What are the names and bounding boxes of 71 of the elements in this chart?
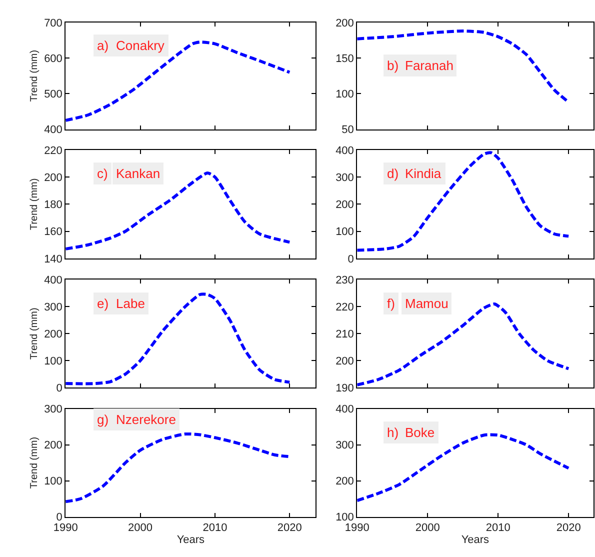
y-tick-label: 600 (44, 52, 62, 65)
x-tick-label: 1990 (344, 522, 370, 534)
y-tick-label: 0 (56, 382, 62, 394)
y-tick-label: 200 (44, 328, 62, 340)
y-tick-label: 300 (44, 404, 62, 416)
y-tick-label: 140 (44, 253, 62, 266)
annotation: Boke (405, 425, 435, 440)
annotation: Conakry (116, 38, 165, 53)
y-tick-label: 0 (348, 253, 354, 266)
x-tick-label: 2010 (486, 522, 510, 534)
y-tick-label: 160 (44, 226, 62, 238)
annotation: e) (97, 296, 109, 311)
y-tick-label: 210 (336, 328, 354, 340)
y-tick-label: 100 (336, 226, 354, 238)
y-tick-label: 150 (336, 52, 354, 65)
x-axis-title: Years (176, 534, 206, 546)
y-tick-label: 300 (44, 302, 62, 314)
y-tick-label: 190 (336, 382, 354, 394)
y-tick-label: 500 (44, 88, 62, 100)
line-series (66, 40, 292, 122)
x-tick-label: 2000 (128, 522, 153, 534)
line-series (66, 292, 292, 386)
annotation: Labe (116, 296, 145, 311)
annotation: b) (387, 58, 399, 73)
y-tick-label: 100 (44, 476, 62, 488)
x-tick-label: 2020 (277, 522, 302, 534)
y-axis-title: Trend (mm) (29, 50, 40, 102)
y-tick-label: 200 (44, 172, 62, 184)
y-axis-title: Trend (mm) (29, 436, 40, 489)
annotation: g) (97, 412, 109, 427)
y-tick-label: 200 (336, 476, 354, 488)
y-tick-label: 400 (44, 124, 62, 136)
line-series (357, 29, 570, 104)
y-tick-label: 200 (336, 199, 354, 212)
y-tick-label: 180 (44, 199, 62, 212)
y-tick-label: 400 (44, 274, 62, 287)
y-tick-label: 50 (342, 124, 354, 136)
annotation: d) (387, 166, 399, 181)
y-axis-title: Trend (mm) (29, 308, 40, 360)
annotation: Nzerekore (116, 412, 176, 427)
x-tick-label: 2000 (415, 522, 440, 534)
y-tick-label: 220 (336, 302, 354, 314)
y-tick-label: 200 (336, 17, 354, 30)
x-tick-label: 2020 (556, 522, 581, 534)
y-tick-label: 400 (336, 404, 354, 416)
y-tick-label: 700 (44, 17, 62, 30)
y-tick-label: 220 (44, 144, 62, 157)
annotation: Kindia (405, 166, 442, 181)
y-tick-label: 200 (44, 440, 62, 452)
x-tick-label: 1990 (53, 522, 78, 534)
y-tick-label: 100 (336, 512, 354, 524)
x-axis-title: Years (461, 534, 490, 546)
annotation: c) (97, 166, 108, 181)
y-tick-label: 230 (336, 274, 354, 287)
y-tick-label: 400 (336, 144, 354, 157)
y-tick-label: 100 (44, 355, 62, 368)
annotation: a) (97, 38, 109, 53)
y-tick-label: 100 (336, 88, 354, 100)
x-tick-label: 2010 (202, 522, 228, 534)
line-series (357, 151, 570, 252)
annotation: Faranah (405, 58, 454, 73)
y-axis-title: Trend (mm) (29, 178, 40, 230)
y-tick-label: 300 (336, 440, 354, 452)
y-tick-label: 200 (336, 355, 354, 368)
annotation: Kankan (116, 166, 160, 181)
annotation: Mamou (405, 296, 448, 311)
y-tick-label: 0 (56, 512, 62, 524)
annotation: h) (387, 425, 399, 440)
annotation: f) (387, 296, 395, 311)
line-series (66, 432, 292, 504)
y-tick-label: 300 (336, 172, 354, 184)
